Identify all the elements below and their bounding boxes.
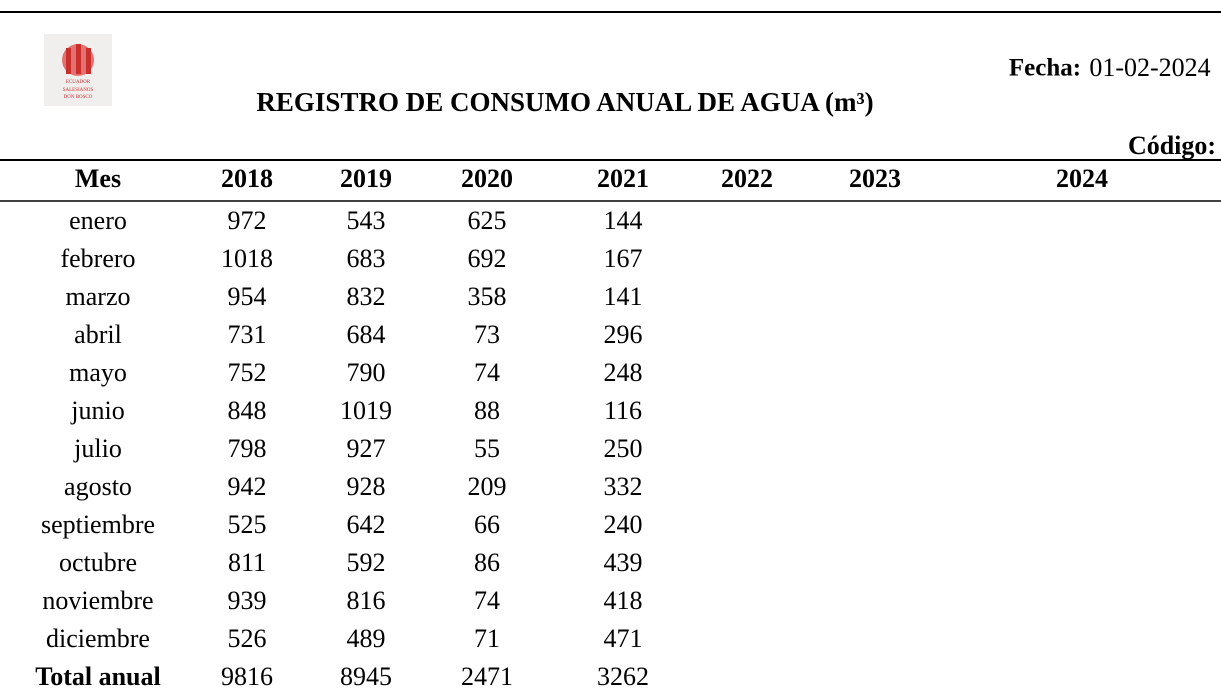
month: junio	[70, 396, 124, 425]
cell-value: 296	[604, 320, 643, 349]
logo-text: SALESIANOS	[63, 88, 94, 93]
cell-value: 816	[347, 586, 386, 615]
cell-value: 141	[604, 282, 643, 311]
cell-value: 683	[347, 244, 386, 273]
month: septiembre	[41, 510, 155, 539]
month: febrero	[60, 244, 135, 273]
cell-value: 525	[228, 510, 267, 539]
cell-value: 972	[228, 206, 267, 235]
cell-value: 66	[474, 510, 500, 539]
cell-value: 1019	[340, 396, 392, 425]
cell-value: 144	[604, 206, 643, 235]
cell-value: 209	[468, 472, 507, 501]
month: abril	[74, 320, 122, 349]
cell-value: 811	[228, 548, 266, 577]
cell-value: 471	[604, 624, 643, 653]
month: marzo	[66, 282, 131, 311]
cell-value: 625	[468, 206, 507, 235]
cell-value: 692	[468, 244, 507, 273]
total-value: 8945	[340, 662, 392, 691]
month: julio	[73, 434, 122, 463]
cell-value: 731	[228, 320, 267, 349]
column-header: 2024	[1056, 164, 1108, 193]
cell-value: 167	[604, 244, 643, 273]
date-label: Fecha:	[1009, 55, 1081, 82]
cell-value: 88	[474, 396, 500, 425]
total-label: Total anual	[35, 662, 160, 691]
date: 01-02-2024	[1089, 53, 1210, 82]
total-value: 3262	[597, 662, 649, 691]
cell-value: 74	[474, 586, 500, 615]
cell-value: 71	[474, 624, 500, 653]
cell-value: 86	[474, 548, 500, 577]
code-label: Código:	[1128, 131, 1216, 160]
logo-figure	[76, 44, 81, 74]
column-header: 2018	[221, 164, 273, 193]
cell-value: 358	[468, 282, 507, 311]
cell-value: 55	[474, 434, 500, 463]
logo-figure	[86, 48, 91, 74]
cell-value: 489	[347, 624, 386, 653]
logo: ECUADOR SALESIANOS DON BOSCO	[44, 34, 112, 106]
month: noviembre	[42, 586, 153, 615]
cell-value: 526	[228, 624, 267, 653]
cell-value: 642	[347, 510, 386, 539]
logo-text: ECUADOR	[66, 80, 91, 85]
cell-value: 832	[347, 282, 386, 311]
cell-value: 116	[604, 396, 642, 425]
total-value: 9816	[221, 662, 273, 691]
cell-value: 942	[228, 472, 267, 501]
cell-value: 790	[347, 358, 386, 387]
cell-value: 240	[604, 510, 643, 539]
month: mayo	[69, 358, 127, 387]
cell-value: 1018	[221, 244, 273, 273]
cell-value: 848	[228, 396, 267, 425]
column-header: 2020	[461, 164, 513, 193]
cell-value: 543	[347, 206, 386, 235]
cell-value: 439	[604, 548, 643, 577]
column-header: 2023	[849, 164, 901, 193]
cell-value: 332	[604, 472, 643, 501]
table: Mes 2018 2019 2020 2021 2022 2023 2024 enero 972 5…	[35, 164, 1108, 691]
column-header: 2021	[597, 164, 649, 193]
month: octubre	[59, 548, 137, 577]
column-header: 2022	[721, 164, 773, 193]
cell-value: 248	[604, 358, 643, 387]
month: agosto	[64, 472, 132, 501]
column-header: Mes	[75, 164, 121, 193]
logo-figure	[66, 48, 71, 74]
cell-value: 684	[347, 320, 386, 349]
cell-value: 798	[228, 434, 267, 463]
title: REGISTRO DE CONSUMO ANUAL DE AGUA (m³)	[256, 87, 873, 117]
cell-value: 73	[474, 320, 500, 349]
cell-value: 418	[604, 586, 643, 615]
total-value: 2471	[461, 662, 513, 691]
month: enero	[69, 206, 127, 235]
cell-value: 939	[228, 586, 267, 615]
cell-value: 927	[347, 434, 386, 463]
cell-value: 954	[228, 282, 267, 311]
column-header: 2019	[340, 164, 392, 193]
cell-value: 250	[604, 434, 643, 463]
cell-value: 74	[474, 358, 500, 387]
cell-value: 592	[347, 548, 386, 577]
month: diciembre	[46, 624, 150, 653]
cell-value: 928	[347, 472, 386, 501]
logo-text: DON BOSCO	[64, 95, 93, 100]
cell-value: 752	[228, 358, 267, 387]
